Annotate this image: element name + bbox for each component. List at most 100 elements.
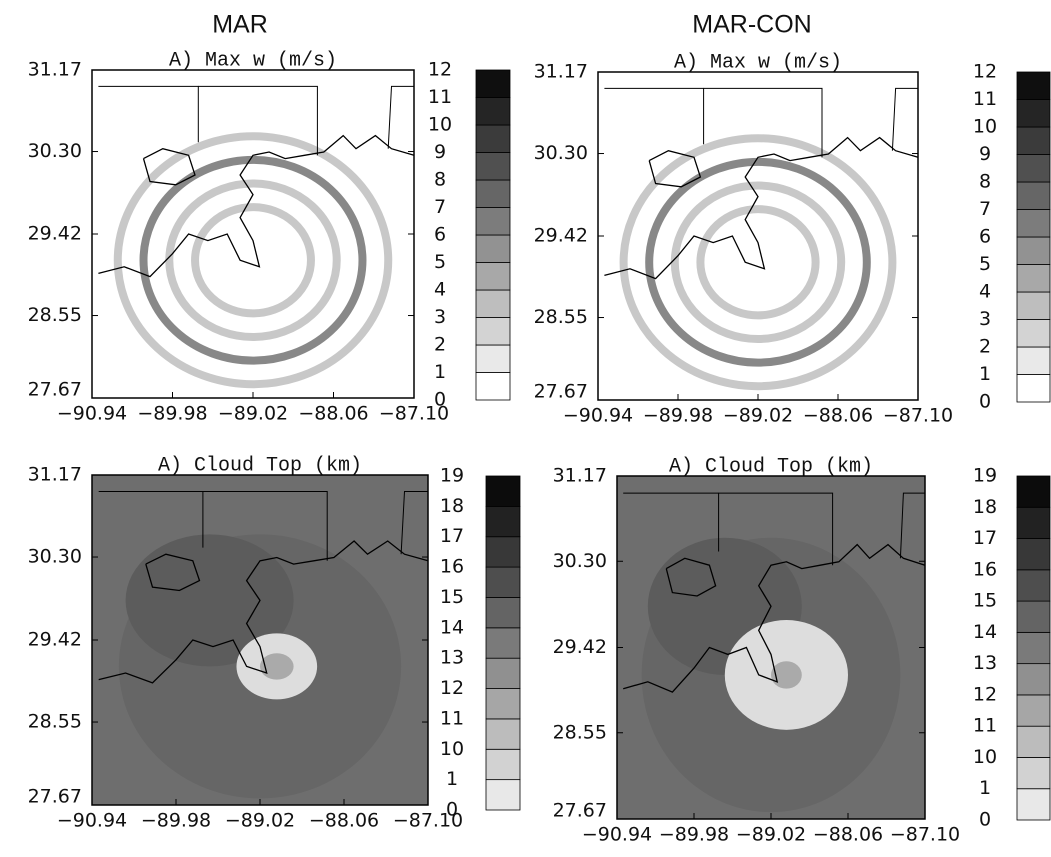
colorbar-box <box>485 688 521 720</box>
colorbar-box <box>1016 71 1051 100</box>
colorbar-label: 17 <box>440 525 464 547</box>
colorbar-label: 18 <box>973 496 997 518</box>
colorbar-box <box>1016 538 1051 571</box>
coastline <box>665 557 717 597</box>
panel-title: A) Cloud Top (km) <box>669 455 873 478</box>
y-tick-label: 31.17 <box>28 59 82 81</box>
colorbar-box <box>1016 346 1051 375</box>
x-tick-label: −88.06 <box>813 824 883 846</box>
y-tick-label: 27.67 <box>28 379 82 401</box>
colorbar-box <box>1016 694 1051 727</box>
colorbar-label: 12 <box>973 683 997 705</box>
colorbar-box <box>485 657 521 689</box>
colorbar-box <box>1016 154 1051 183</box>
x-tick-label: −89.02 <box>736 824 806 846</box>
state-border <box>400 491 428 555</box>
colorbar-box <box>1016 236 1051 265</box>
x-tick-label: −90.94 <box>57 810 127 832</box>
x-tick-label: −87.10 <box>393 810 463 832</box>
map-field <box>92 475 429 805</box>
colorbar-label: 12 <box>973 61 997 83</box>
panel-title: A) Max w (m/s) <box>169 49 337 72</box>
colorbar-box <box>475 152 511 181</box>
colorbar-box <box>475 289 511 318</box>
colorbar-box <box>1016 181 1051 210</box>
coastline <box>648 150 702 188</box>
coastline <box>98 134 415 278</box>
coastline <box>623 543 926 693</box>
y-tick-label: 31.17 <box>28 464 82 486</box>
colorbar-box <box>475 317 511 346</box>
x-tick-label: −90.94 <box>582 824 652 846</box>
state-border <box>202 491 328 561</box>
colorbar-box <box>485 748 521 781</box>
colorbar-label: 11 <box>973 715 997 737</box>
colorbar-label: 6 <box>434 224 446 246</box>
field-ring <box>696 205 820 320</box>
colorbar-label: 4 <box>434 279 446 301</box>
field-ring <box>670 181 846 343</box>
colorbar-label: 18 <box>440 495 464 517</box>
colorbar-label: 11 <box>428 86 452 108</box>
colorbar-label: 6 <box>979 226 991 248</box>
colorbar-label: 13 <box>440 647 464 669</box>
colorbar-label: 2 <box>434 334 446 356</box>
colorbar-box <box>1016 506 1051 539</box>
colorbar-box <box>475 262 511 291</box>
panel-title: A) Max w (m/s) <box>674 51 842 74</box>
colorbar-box <box>1016 788 1051 821</box>
colorbar-label: 4 <box>979 281 991 303</box>
field-ring <box>645 157 871 367</box>
x-tick-label: −89.98 <box>643 405 713 427</box>
state-border <box>387 85 414 149</box>
colorbar-label: 14 <box>973 621 997 643</box>
y-tick-label: 28.55 <box>28 304 82 326</box>
colorbar-label: 9 <box>434 141 446 163</box>
map-field <box>617 476 926 819</box>
y-tick-label: 29.42 <box>28 629 82 651</box>
colorbar-label: 0 <box>979 391 991 413</box>
colorbar-label: 12 <box>428 59 452 81</box>
map-background <box>92 70 414 398</box>
x-tick-label: −89.98 <box>137 403 207 425</box>
field-ring <box>139 155 367 365</box>
field-region <box>771 661 802 689</box>
colorbar-box <box>1016 475 1051 508</box>
field-ring <box>113 132 393 389</box>
colorbar-box <box>1016 126 1051 155</box>
colorbar-label: 10 <box>973 116 997 138</box>
x-tick-label: −89.02 <box>723 405 793 427</box>
column-title: MAR <box>212 11 268 39</box>
y-tick-label: 27.67 <box>553 800 607 822</box>
colorbar-box <box>485 536 521 568</box>
y-tick-label: 27.67 <box>534 381 588 403</box>
y-tick-label: 28.55 <box>553 721 607 743</box>
colorbar-box <box>1016 319 1051 348</box>
colorbar-label: 19 <box>973 465 997 487</box>
x-tick-label: −89.02 <box>225 810 295 832</box>
colorbar-label: 11 <box>973 88 997 110</box>
state-border <box>891 87 918 151</box>
y-tick-label: 29.42 <box>534 225 588 247</box>
colorbar-box <box>485 566 521 598</box>
x-tick-label: −88.06 <box>803 405 873 427</box>
colorbar-label: 0 <box>979 809 991 831</box>
colorbar-box <box>1016 663 1051 696</box>
colorbar-box <box>475 97 511 126</box>
colorbar-box <box>485 597 521 629</box>
field-ring <box>165 179 341 341</box>
colorbar-box <box>485 779 521 811</box>
colorbar-label: 10 <box>428 114 452 136</box>
colorbar-label: 1 <box>979 777 991 799</box>
colorbar-box <box>1016 99 1051 128</box>
colorbar-label: 15 <box>973 590 997 612</box>
colorbar-box <box>485 718 521 750</box>
x-tick-label: −88.06 <box>309 810 379 832</box>
panel-title: A) Cloud Top (km) <box>158 454 362 477</box>
colorbar-box <box>1016 264 1051 293</box>
field-ring <box>619 134 897 391</box>
state-border <box>899 492 925 559</box>
colorbar-box <box>1016 374 1051 403</box>
colorbar-label: 1 <box>979 363 991 385</box>
